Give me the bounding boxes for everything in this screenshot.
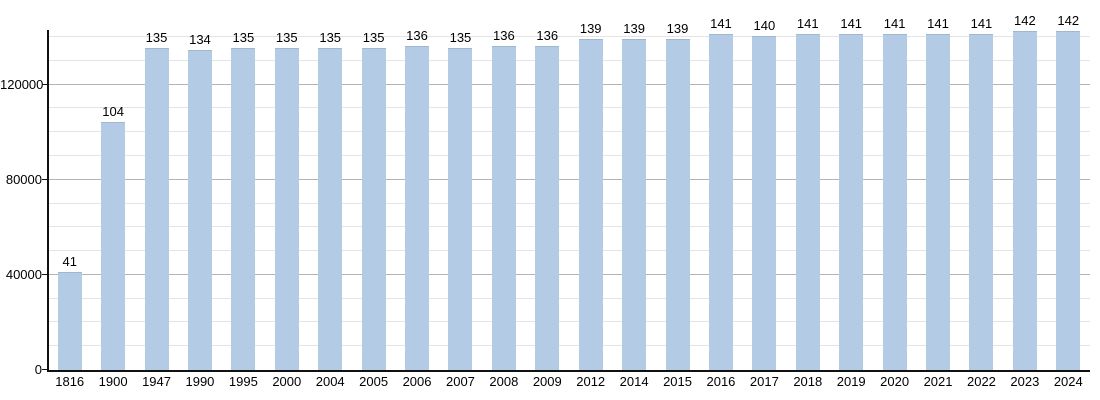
- y-tick-mark: [42, 178, 47, 180]
- minor-gridline: [48, 297, 1090, 299]
- minor-gridline: [48, 131, 1090, 133]
- x-tick-label: 1816: [55, 374, 85, 389]
- bar-value-label: 135: [275, 30, 298, 46]
- bar-value-label: 134: [189, 32, 211, 48]
- bar-1947: [144, 48, 169, 370]
- bar-2008: [491, 45, 516, 370]
- bar-2006: [405, 45, 430, 370]
- bar-1816: [57, 271, 82, 370]
- bar-value-label: 135: [449, 30, 472, 46]
- x-tick-label: 1995: [228, 374, 258, 389]
- bar-value-label: 142: [1057, 13, 1080, 29]
- bar-2022: [969, 33, 994, 370]
- bar-2017: [752, 36, 777, 370]
- x-tick-label: 2012: [576, 374, 606, 389]
- bar-1900: [101, 121, 126, 370]
- minor-gridline: [48, 59, 1090, 61]
- bar-2024: [1056, 31, 1081, 370]
- bar-2019: [839, 33, 864, 370]
- major-gridline: [48, 178, 1090, 180]
- bar-value-label: 141: [927, 15, 949, 31]
- plot-area: [48, 30, 1090, 370]
- x-tick-label: 2014: [619, 374, 649, 389]
- y-tick-label: 0: [34, 362, 42, 377]
- bar-value-label: 41: [62, 253, 77, 269]
- bar-2014: [622, 38, 647, 370]
- x-tick-label: 2022: [966, 374, 996, 389]
- bar-value-label: 135: [145, 30, 168, 46]
- bar-2018: [795, 33, 820, 370]
- x-tick-label: 1947: [142, 374, 171, 389]
- bar-value-label: 104: [102, 103, 124, 119]
- x-tick-label: 2005: [359, 374, 389, 389]
- bar-value-label: 139: [579, 20, 602, 36]
- minor-gridline: [48, 250, 1090, 252]
- y-tick-label: 40000: [5, 266, 42, 282]
- minor-gridline: [48, 36, 1090, 38]
- bar-value-label: 141: [840, 15, 863, 31]
- x-tick-label: 2024: [1053, 374, 1083, 389]
- bar-2009: [535, 45, 560, 370]
- bar-1995: [231, 48, 256, 370]
- x-tick-label: 2009: [532, 374, 562, 389]
- bar-2023: [1012, 31, 1037, 370]
- bar-value-label: 141: [710, 15, 732, 31]
- x-tick-label: 2019: [836, 374, 866, 389]
- bar-value-label: 141: [970, 15, 993, 31]
- x-tick-label: 1990: [185, 374, 215, 389]
- y-tick-mark: [42, 369, 47, 370]
- bar-1990: [187, 50, 212, 370]
- x-tick-label: 2004: [315, 374, 345, 389]
- bar-2007: [448, 48, 473, 370]
- y-tick-label: 120000: [0, 76, 44, 92]
- minor-gridline: [48, 155, 1090, 157]
- x-axis-line: [47, 370, 1090, 372]
- bar-2004: [318, 48, 343, 370]
- minor-gridline: [48, 107, 1090, 109]
- bar-value-label: 135: [319, 30, 342, 46]
- y-axis-line: [47, 30, 49, 370]
- x-tick-label: 2020: [880, 374, 910, 389]
- bar-value-label: 142: [1014, 13, 1036, 29]
- x-tick-label: 1900: [98, 374, 128, 389]
- minor-gridline: [48, 321, 1090, 323]
- x-tick-label: 2008: [489, 374, 519, 389]
- bar-2020: [882, 33, 907, 370]
- minor-gridline: [48, 202, 1090, 204]
- bar-value-label: 136: [536, 27, 559, 43]
- bar-value-label: 140: [753, 18, 776, 34]
- bar-value-label: 135: [362, 30, 385, 46]
- minor-gridline: [48, 226, 1090, 228]
- y-tick-mark: [42, 83, 47, 85]
- bar-2000: [274, 48, 299, 370]
- bar-2012: [578, 38, 603, 370]
- x-tick-label: 2000: [272, 374, 302, 389]
- bar-2016: [708, 33, 733, 370]
- x-tick-label: 2018: [793, 374, 823, 389]
- bar-value-label: 139: [666, 20, 689, 36]
- x-tick-label: 2015: [663, 374, 692, 389]
- bar-2005: [361, 48, 386, 370]
- x-tick-label: 2023: [1010, 374, 1040, 389]
- x-tick-label: 2017: [749, 374, 779, 389]
- x-tick-label: 2007: [445, 374, 475, 389]
- x-tick-label: 2006: [402, 374, 432, 389]
- bar-value-label: 136: [493, 27, 515, 43]
- y-tick-label: 80000: [5, 171, 42, 187]
- minor-gridline: [48, 345, 1090, 347]
- x-tick-label: 2021: [923, 374, 953, 389]
- bar-value-label: 141: [883, 15, 906, 31]
- x-tick-label: 2016: [706, 374, 736, 389]
- bar-2021: [926, 33, 951, 370]
- bar-value-label: 141: [796, 15, 819, 31]
- bar-value-label: 136: [406, 27, 428, 43]
- major-gridline: [48, 83, 1090, 85]
- bar-2015: [665, 38, 690, 370]
- bar-value-label: 135: [232, 30, 255, 46]
- major-gridline: [48, 273, 1090, 275]
- bar-value-label: 139: [623, 20, 645, 36]
- y-tick-mark: [42, 273, 47, 275]
